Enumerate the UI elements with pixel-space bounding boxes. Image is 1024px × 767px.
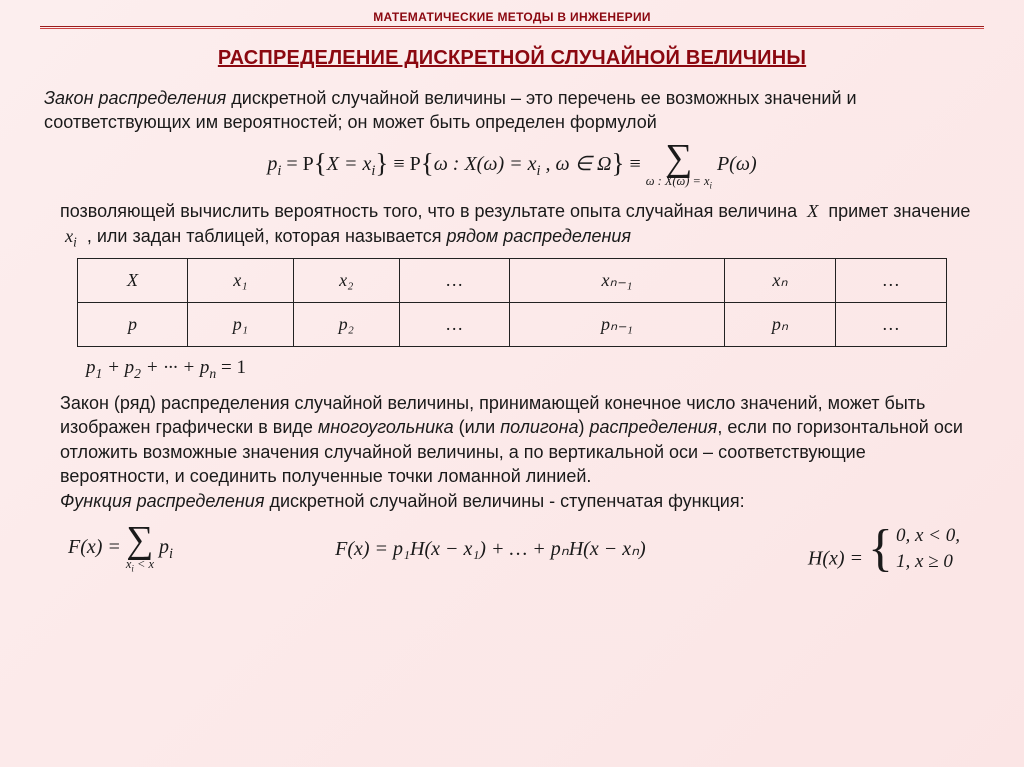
formula-H-def: H(x) = { 0, x < 0, 1, x ≥ 0 xyxy=(808,523,960,574)
fb3-lhs: H(x) = xyxy=(808,548,868,570)
table-cell: … xyxy=(399,258,510,302)
paf-X: X xyxy=(807,201,818,221)
table-cell: p₂ xyxy=(293,302,399,346)
table-cell: x₁ xyxy=(188,258,294,302)
pp-l2em: Функция распределения xyxy=(60,491,264,511)
intro-lead: Закон распределения xyxy=(44,88,226,108)
paf-l3em: рядом распределения xyxy=(447,226,632,246)
fb3-c1: 0, x < 0, xyxy=(896,523,960,549)
f1-sum-body: P(ω) xyxy=(717,153,757,175)
f1-equiv2: ≡ xyxy=(629,153,645,175)
table-row: X x₁ x₂ … xₙ₋₁ xₙ … xyxy=(78,258,947,302)
paf-l3a: , или задан таблицей, которая называется xyxy=(87,226,447,246)
formula-definition: pi = P{X = xi} ≡ P{ω : X(ω) = xi , ω ∈ Ω… xyxy=(40,143,984,189)
fb1-sum: ∑ xi < x xyxy=(126,525,154,571)
fb1-body: p xyxy=(159,536,169,558)
table-cell: pₙ₋₁ xyxy=(510,302,724,346)
eso-s2: 2 xyxy=(134,365,141,380)
para-polygon: Закон (ряд) распределения случайной вели… xyxy=(60,391,974,513)
formula-bottom-row: F(x) = ∑ xi < x pi F(x) = p₁H(x − x₁) + … xyxy=(68,523,960,574)
fb1-body-sub: i xyxy=(169,546,173,562)
f1-sum-lo: ω : X(ω) = x xyxy=(646,174,710,188)
eso-d: = 1 xyxy=(216,357,246,378)
table-cell: pₙ xyxy=(724,302,836,346)
slide-page: МАТЕМАТИЧЕСКИЕ МЕТОДЫ В ИНЖЕНЕРИИ РАСПРЕ… xyxy=(0,0,1024,584)
fb3-c2: 1, x ≥ 0 xyxy=(896,549,960,575)
table-cell: x₂ xyxy=(293,258,399,302)
f1-brace-c1: } xyxy=(375,148,388,178)
formula-F-sum: F(x) = ∑ xi < x pi xyxy=(68,525,173,571)
f1-sum-lo-sub: i xyxy=(709,180,711,190)
para-after-formula: позволяющей вычислить вероятность того, … xyxy=(60,199,974,250)
paf-l1: позволяющей вычислить вероятность того, … xyxy=(60,201,802,221)
f1-eqP: = P xyxy=(286,153,313,175)
f1-set2-tail: , ω ∈ Ω xyxy=(541,153,612,175)
table-cell: X xyxy=(78,258,188,302)
formula-F-expanded: F(x) = p₁H(x − x₁) + … + pₙH(x − xₙ) xyxy=(335,536,646,561)
table-cell: xₙ₋₁ xyxy=(510,258,724,302)
table-cell: xₙ xyxy=(724,258,836,302)
pp-t2: (или xyxy=(454,417,501,437)
intro-paragraph: Закон распределения дискретной случайной… xyxy=(44,86,980,135)
table-cell: p₁ xyxy=(188,302,294,346)
table-cell: … xyxy=(836,258,947,302)
pp-l2r: дискретной случайной величины - ступенча… xyxy=(264,491,744,511)
header-rule-1 xyxy=(40,26,984,27)
pp-em3: распределения xyxy=(590,417,718,437)
table-row: p p₁ p₂ … pₙ₋₁ pₙ … xyxy=(78,302,947,346)
fb3-cases: { 0, x < 0, 1, x ≥ 0 xyxy=(868,523,960,574)
f1-sum: ∑ ω : X(ω) = xi xyxy=(646,143,712,189)
paf-l2: примет значение xyxy=(828,201,970,221)
eso-c: + ··· + p xyxy=(141,357,209,378)
f1-set1-body: X = x xyxy=(327,153,372,175)
pp-t3: ) xyxy=(579,417,590,437)
f1-equiv1: ≡ P xyxy=(393,153,420,175)
table-cell: … xyxy=(836,302,947,346)
f1-set2-body: ω : X(ω) = x xyxy=(434,153,537,175)
fb1-lo-t: < x xyxy=(134,557,154,571)
pp-em1: многоугольника xyxy=(318,417,454,437)
eso-a: p xyxy=(86,357,96,378)
f1-brace-o1: { xyxy=(314,148,327,178)
f1-brace-o2: { xyxy=(421,148,434,178)
formula-1: pi = P{X = xi} ≡ P{ω : X(ω) = xi , ω ∈ Ω… xyxy=(267,153,756,175)
paf-xi-sub: i xyxy=(73,235,77,250)
table-cell: p xyxy=(78,302,188,346)
table-cell: … xyxy=(399,302,510,346)
f1-lhs-sub: i xyxy=(277,163,281,179)
paf-xi: x xyxy=(65,226,73,246)
eq-sum-one: p1 + p2 + ··· + pn = 1 xyxy=(86,357,984,379)
fb1-lhs: F(x) = xyxy=(68,536,126,558)
f1-brace-c2: } xyxy=(612,148,625,178)
distribution-table: X x₁ x₂ … xₙ₋₁ xₙ … p p₁ p₂ … pₙ₋₁ pₙ … xyxy=(77,258,947,347)
eso-b: + p xyxy=(102,357,134,378)
eq-sum-one-math: p1 + p2 + ··· + pn = 1 xyxy=(86,357,246,378)
page-title: РАСПРЕДЕЛЕНИЕ ДИСКРЕТНОЙ СЛУЧАЙНОЙ ВЕЛИЧ… xyxy=(40,47,984,70)
pp-em2: полигона xyxy=(500,417,578,437)
header-subtitle: МАТЕМАТИЧЕСКИЕ МЕТОДЫ В ИНЖЕНЕРИИ xyxy=(40,10,984,24)
header-rule-2 xyxy=(40,28,984,29)
f1-lhs: p xyxy=(267,153,277,175)
